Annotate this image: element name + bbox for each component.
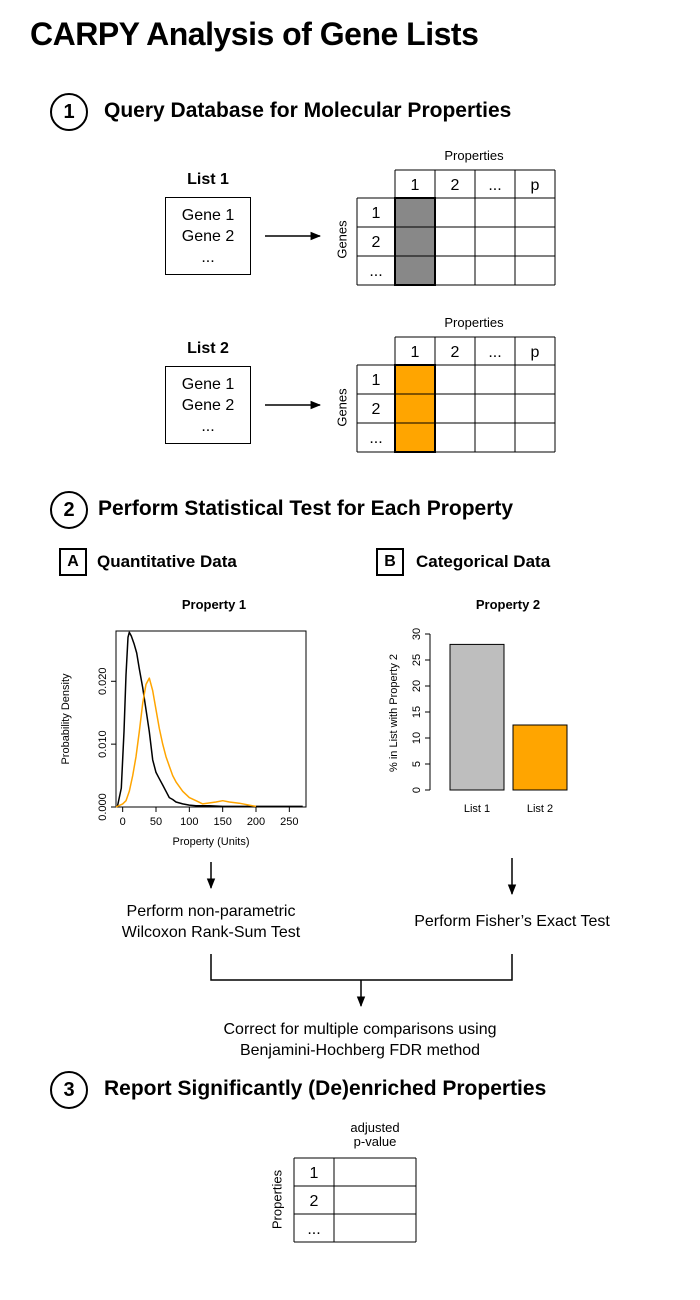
density-series-line-2: [115, 677, 257, 808]
step-2-badge: 2: [50, 491, 88, 529]
adjusted-pvalue-header: adjusted p-value: [325, 1121, 425, 1149]
step-1-title: Query Database for Molecular Properties: [104, 99, 512, 122]
row-header-2-1: 1: [372, 372, 381, 389]
wilcoxon-text-line-2: Wilcoxon Rank-Sum Test: [121, 924, 301, 941]
wilcoxon-text: Perform non-parametric Wilcoxon Rank-Sum…: [86, 901, 336, 943]
row-header-2-3: ...: [369, 430, 382, 447]
step-3-badge: 3: [50, 1071, 88, 1109]
bar-category-label-2: List 2: [527, 803, 553, 815]
bar-chart-ylabel: % in List with Property 2: [388, 654, 400, 772]
page-title: CARPY Analysis of Gene Lists: [30, 16, 479, 52]
density-xtick-label: 150: [213, 816, 231, 828]
highlight-column-1: [395, 198, 435, 285]
density-ytick-label: 0.020: [97, 668, 109, 696]
bar-category-label-1: List 1: [464, 803, 490, 815]
row-header-1-3: ...: [369, 263, 382, 280]
correction-text: Correct for multiple comparisons using B…: [190, 1019, 530, 1061]
column-header-2-2: 2: [451, 344, 460, 361]
bar-ytick-label: 20: [411, 680, 423, 692]
density-xtick-label: 200: [247, 816, 265, 828]
properties-header-2: Properties: [444, 315, 504, 330]
panel-a-title: Quantitative Data: [97, 552, 237, 571]
density-xtick-label: 0: [120, 816, 126, 828]
bar-ytick-label: 5: [411, 761, 423, 767]
highlight-column-2: [395, 365, 435, 452]
column-header-2-4: p: [531, 344, 540, 361]
result-table: 1 2...: [293, 1157, 417, 1243]
density-plot-title: Property 1: [181, 597, 247, 612]
list-2-item-1: Gene 1: [181, 375, 235, 393]
density-plot-ylabel: Probability Density: [60, 673, 72, 765]
panel-b-badge: B: [376, 548, 404, 576]
density-plot-frame: [115, 630, 307, 808]
list-1-item-1: Gene 1: [181, 206, 235, 224]
row-header-1-2: 2: [372, 234, 381, 251]
column-header-2-1: 1: [411, 344, 420, 361]
column-header-1-2: 2: [451, 177, 460, 194]
list-1-box: Gene 1 Gene 2 ...: [165, 197, 251, 275]
panel-b-title: Categorical Data: [416, 552, 551, 571]
merge-connector: [210, 954, 513, 981]
column-header-1-3: ...: [488, 177, 501, 194]
panel-a-badge: A: [59, 548, 87, 576]
density-ytick-label: 0.010: [97, 730, 109, 758]
density-ytick-label: 0.000: [97, 793, 109, 821]
result-row-header-2: 2: [310, 1193, 319, 1210]
column-header-1-1: 1: [411, 177, 420, 194]
density-series-line-1: [116, 631, 303, 808]
adjusted-pvalue-header-line-1: adjusted: [350, 1120, 400, 1135]
list-2-item-2: Gene 2: [181, 396, 235, 414]
bar-ytick-label: 25: [411, 654, 423, 666]
step-3-title: Report Significantly (De)enriched Proper…: [104, 1077, 547, 1100]
bar-ytick-label: 0: [411, 787, 423, 793]
step-1-diagram: 1 2... p 1 2... 1 2... p 1 2...: [265, 169, 556, 453]
adjusted-pvalue-header-line-2: p-value: [353, 1134, 397, 1149]
property-table-1: 1 2... p 1 2...: [356, 169, 556, 286]
correction-text-line-2: Benjamini-Hochberg FDR method: [239, 1042, 481, 1059]
column-header-1-4: p: [531, 177, 540, 194]
density-xtick-label: 250: [280, 816, 298, 828]
density-xtick-label: 100: [180, 816, 198, 828]
wilcoxon-text-line-1: Perform non-parametric: [126, 903, 296, 920]
density-plot-xlabel: Property (Units): [172, 836, 249, 848]
list-2-box: Gene 1 Gene 2 ...: [165, 366, 251, 444]
step-2-title: Perform Statistical Test for Each Proper…: [98, 497, 514, 520]
list-1-title: List 1: [187, 171, 229, 188]
list-2-title: List 2: [187, 340, 229, 357]
fisher-text: Perform Fisher’s Exact Test: [414, 913, 610, 930]
correction-text-line-1: Correct for multiple comparisons using: [223, 1021, 497, 1038]
bar-ytick-label: 10: [411, 732, 423, 744]
density-xtick-label: 50: [150, 816, 162, 828]
step-1-badge: 1: [50, 93, 88, 131]
row-header-1-1: 1: [372, 205, 381, 222]
bar-chart-title: Property 2: [475, 597, 541, 612]
property-table-2: 1 2... p 1 2...: [356, 336, 556, 453]
step-2-flow-arrows: [206, 858, 517, 1008]
list-1-item-more: ...: [201, 248, 215, 266]
bar-chart: 0 5 10 15 20 25 30 List 1 List 2 % in List with…: [388, 628, 568, 815]
column-header-2-3: ...: [488, 344, 501, 361]
bar-2: [512, 724, 568, 791]
list-2-item-more: ...: [201, 417, 215, 435]
result-row-header-1: 1: [310, 1165, 319, 1182]
properties-header-1: Properties: [444, 148, 504, 163]
result-row-header-3: ...: [307, 1221, 320, 1238]
row-header-2-2: 2: [372, 401, 381, 418]
list-1-item-2: Gene 2: [181, 227, 235, 245]
density-plot: 0 50 100 150 200 250 0.000 0.010 0.020 Property…: [60, 630, 307, 848]
bar-ytick-label: 30: [411, 628, 423, 640]
bar-ytick-label: 15: [411, 706, 423, 718]
bar-1: [449, 643, 505, 791]
